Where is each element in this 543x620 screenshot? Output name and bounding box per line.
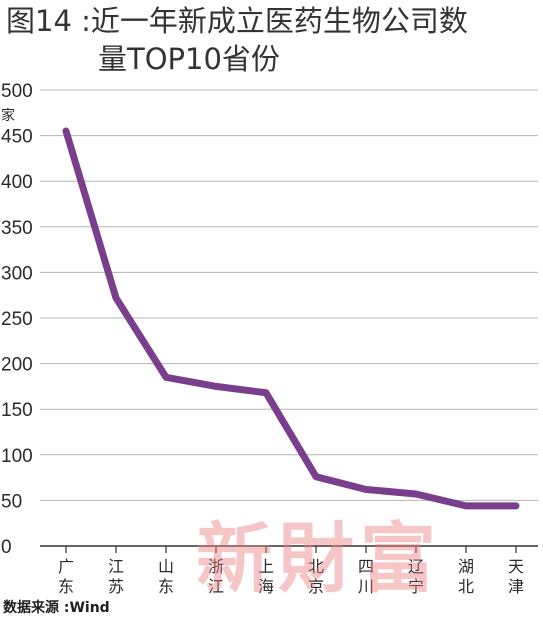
data-point (462, 502, 470, 510)
chart-area: 0 50 100 150 200 250 300 350 400 450 500 家广东 江苏 山东 浙江上… (0, 78, 543, 598)
series-line (62, 127, 520, 510)
data-point (212, 383, 220, 390)
x-tick-label: 辽宁 (408, 557, 424, 596)
watermark: 新財富 (196, 514, 442, 603)
y-tick-label: 0 (1, 537, 12, 558)
data-point (262, 389, 270, 396)
y-tick-label: 200 (1, 355, 33, 376)
data-point (162, 374, 170, 381)
y-tick-label: 400 (1, 172, 33, 193)
y-tick-label: 50 (1, 491, 22, 512)
x-tick-label: 北京 (308, 557, 324, 596)
data-point (362, 486, 370, 493)
y-tick-label: 450 (1, 127, 33, 148)
chart-title-line1: 图14 :近一年新成立医药生物公司数 (6, 4, 468, 38)
data-source-note: 数据来源 :Wind (3, 600, 110, 616)
x-tick-label: 上海 (258, 557, 274, 596)
chart-title-line2: 量TOP10省份 (98, 42, 280, 76)
x-tick-label: 四川 (358, 557, 374, 596)
y-tick-label: 300 (1, 263, 33, 284)
x-tick-label: 湖北 (458, 557, 474, 596)
data-point (112, 294, 120, 302)
x-tick-label: 天津 (508, 557, 524, 596)
y-tick-label: 350 (1, 218, 33, 239)
x-tick-label: 山东 (158, 557, 174, 596)
x-tick-label: 江苏 (108, 557, 124, 596)
y-tick-label: 100 (1, 446, 33, 467)
x-tick-label: 浙江 (208, 557, 224, 596)
y-tick-label: 500 (1, 81, 33, 102)
data-point (512, 502, 520, 510)
y-tick-label: 150 (1, 400, 33, 421)
data-point (312, 473, 320, 480)
y-axis-unit-label: 家 (1, 107, 15, 124)
data-point (62, 127, 70, 135)
line-chart: 0 50 100 150 200 250 300 350 400 450 500 家广东江苏山东浙江上… (1, 81, 538, 596)
chart-title: 图14 :近一年新成立医药生物公司数 量TOP10省份 (6, 2, 540, 78)
x-tick-label: 广东 (58, 557, 74, 596)
y-tick-label: 250 (1, 309, 33, 330)
data-point (412, 490, 420, 498)
